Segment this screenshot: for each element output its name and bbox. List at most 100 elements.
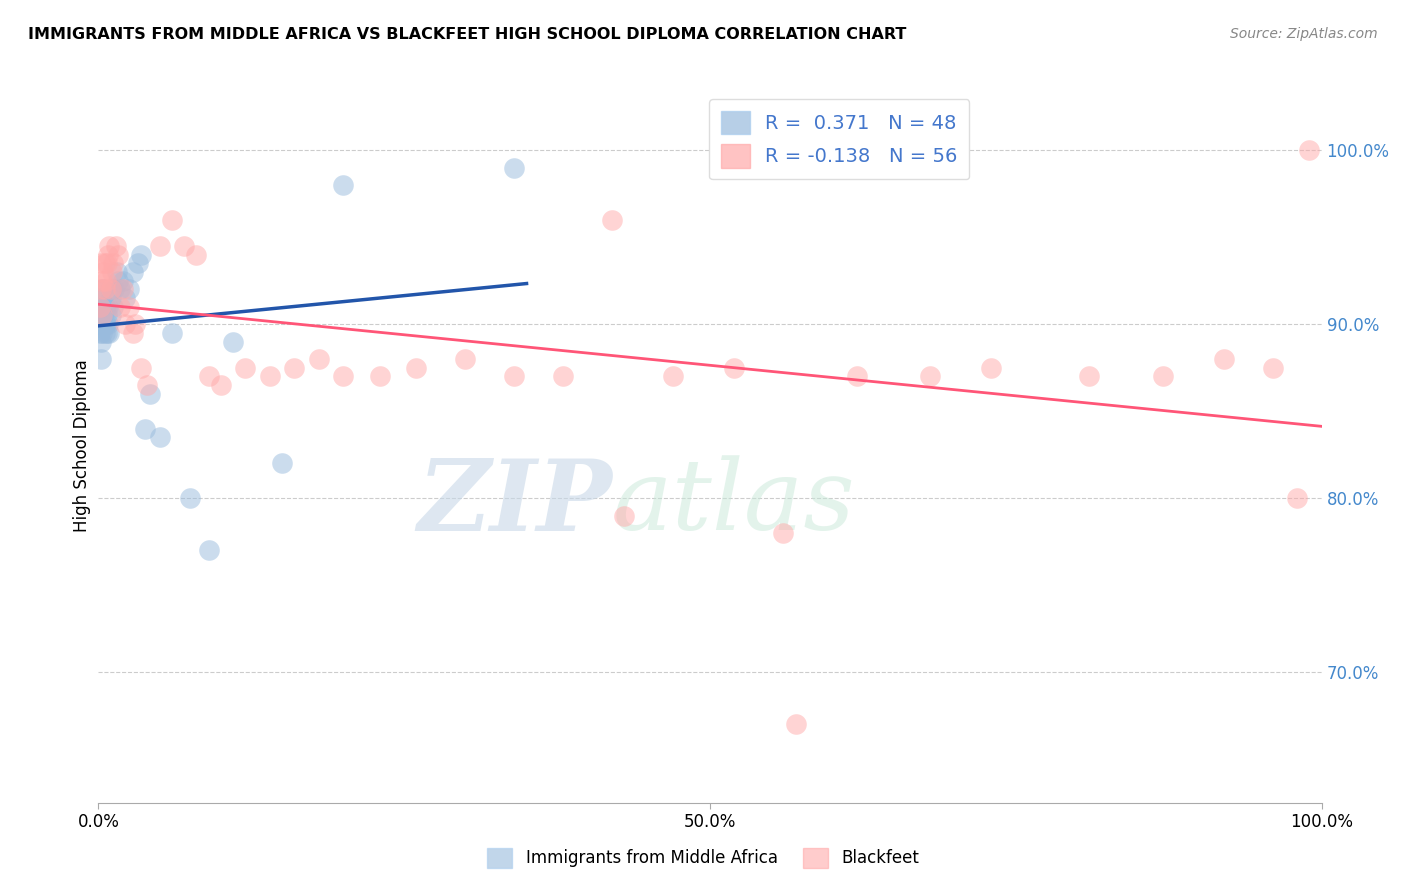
Point: [600, 212, 623, 227]
Point: [662, 369, 685, 384]
Point: [93, 256, 115, 270]
Point: [454, 351, 477, 366]
Point: [179, 491, 201, 506]
Point: [283, 360, 305, 375]
Point: [127, 256, 149, 270]
Point: [134, 421, 156, 435]
Point: [91, 300, 114, 314]
Point: [91, 309, 114, 323]
Point: [90, 309, 112, 323]
Point: [186, 247, 208, 261]
Point: [772, 526, 794, 541]
Point: [920, 369, 942, 384]
Point: [209, 378, 232, 392]
Point: [105, 265, 128, 279]
Point: [259, 369, 281, 384]
Point: [91, 274, 114, 288]
Point: [90, 291, 112, 305]
Point: [129, 247, 152, 261]
Point: [103, 282, 125, 296]
Point: [101, 282, 124, 296]
Point: [100, 282, 122, 296]
Point: [124, 317, 146, 331]
Point: [129, 360, 152, 375]
Point: [613, 508, 636, 523]
Point: [332, 178, 354, 192]
Point: [111, 274, 134, 288]
Point: [136, 378, 159, 392]
Point: [845, 369, 868, 384]
Point: [980, 360, 1002, 375]
Point: [91, 309, 114, 323]
Text: Source: ZipAtlas.com: Source: ZipAtlas.com: [1230, 27, 1378, 41]
Point: [1212, 351, 1234, 366]
Point: [270, 457, 294, 471]
Point: [160, 326, 183, 340]
Point: [118, 282, 141, 296]
Point: [96, 256, 118, 270]
Point: [97, 317, 120, 331]
Point: [1286, 491, 1309, 506]
Point: [197, 543, 219, 558]
Point: [89, 326, 111, 340]
Point: [90, 334, 112, 349]
Point: [90, 256, 112, 270]
Point: [503, 369, 526, 384]
Point: [107, 247, 129, 261]
Point: [723, 360, 745, 375]
Point: [107, 274, 129, 288]
Point: [308, 351, 330, 366]
Point: [1298, 143, 1320, 157]
Point: [503, 161, 526, 175]
Point: [118, 300, 141, 314]
Point: [121, 265, 143, 279]
Point: [405, 360, 427, 375]
Point: [96, 309, 118, 323]
Point: [149, 239, 172, 253]
Text: ZIP: ZIP: [418, 455, 612, 551]
Point: [98, 326, 121, 340]
Point: [89, 300, 111, 314]
Point: [101, 300, 124, 314]
Point: [101, 265, 124, 279]
Point: [93, 300, 115, 314]
Point: [173, 239, 195, 253]
Point: [785, 717, 807, 731]
Point: [89, 317, 111, 331]
Point: [111, 282, 134, 296]
Legend: R =  0.371   N = 48, R = -0.138   N = 56: R = 0.371 N = 48, R = -0.138 N = 56: [709, 99, 969, 179]
Point: [110, 282, 132, 296]
Point: [233, 360, 256, 375]
Point: [97, 247, 120, 261]
Point: [1261, 360, 1284, 375]
Point: [114, 317, 136, 331]
Point: [94, 300, 117, 314]
Point: [93, 282, 115, 296]
Point: [197, 369, 219, 384]
Point: [1078, 369, 1101, 384]
Point: [96, 326, 118, 340]
Point: [101, 256, 124, 270]
Point: [100, 309, 122, 323]
Point: [1152, 369, 1174, 384]
Legend: Immigrants from Middle Africa, Blackfeet: Immigrants from Middle Africa, Blackfeet: [481, 841, 925, 875]
Text: IMMIGRANTS FROM MIDDLE AFRICA VS BLACKFEET HIGH SCHOOL DIPLOMA CORRELATION CHART: IMMIGRANTS FROM MIDDLE AFRICA VS BLACKFE…: [28, 27, 907, 42]
Point: [91, 300, 114, 314]
Point: [104, 239, 127, 253]
Point: [90, 282, 112, 296]
Point: [160, 212, 183, 227]
Point: [149, 430, 172, 444]
Point: [91, 317, 114, 331]
Text: atlas: atlas: [612, 456, 855, 550]
Point: [91, 282, 114, 296]
Point: [89, 309, 111, 323]
Y-axis label: High School Diploma: High School Diploma: [73, 359, 91, 533]
Point: [97, 300, 120, 314]
Point: [114, 291, 136, 305]
Point: [110, 300, 132, 314]
Point: [93, 326, 115, 340]
Point: [139, 386, 162, 401]
Point: [93, 317, 115, 331]
Point: [90, 351, 112, 366]
Point: [121, 326, 143, 340]
